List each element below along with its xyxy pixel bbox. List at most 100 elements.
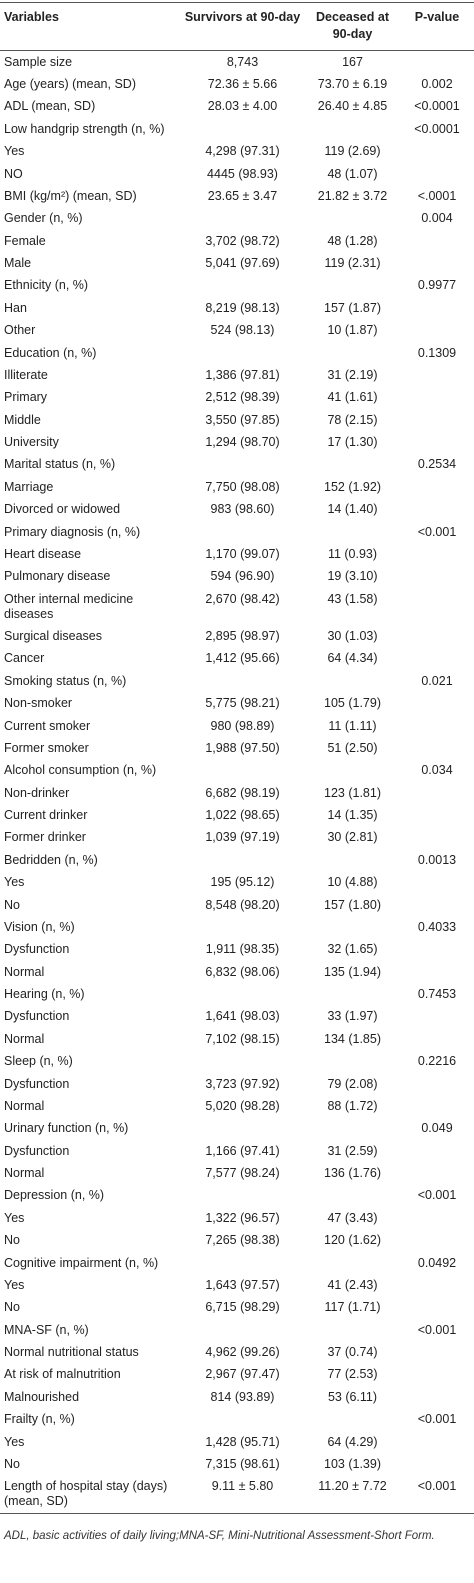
table-cell: Cancer: [4, 651, 45, 666]
table-cell: 1,386 (97.81): [205, 367, 280, 382]
empty-cell: [400, 1095, 474, 1117]
table-cell: Yes: [4, 1277, 25, 1292]
table-cell: Former drinker: [4, 830, 86, 845]
table-cell: 594 (96.90): [210, 569, 275, 584]
table-cell: Former smoker: [4, 740, 89, 755]
table-cell: 0.002: [421, 77, 453, 92]
empty-cell: [180, 1252, 305, 1274]
table-cell: 6,682 (98.19): [205, 785, 280, 800]
table-row: Malnourished 814 (93.89) 53 (6.11): [0, 1386, 474, 1408]
empty-cell: [400, 827, 474, 849]
table-cell: <0.001: [417, 1322, 457, 1337]
table-row: Frailty (n, %) <0.001: [0, 1409, 474, 1431]
table-cell: 14 (1.40): [327, 502, 378, 517]
empty-cell: [400, 625, 474, 647]
table-cell: 21.82 ± 3.72: [317, 188, 388, 203]
table-cell: Middle: [4, 412, 41, 427]
empty-cell: [180, 275, 305, 297]
table-cell: 1,643 (97.57): [205, 1277, 280, 1292]
table-row: Education (n, %) 0.1309: [0, 342, 474, 364]
table-row: Dysfunction 1,641 (98.03) 33 (1.97): [0, 1006, 474, 1028]
table-container: Variables Survivors at 90-day Deceased at …: [0, 2, 474, 1542]
table-cell: 0.4033: [417, 919, 457, 934]
table-cell: 1,428 (95.71): [205, 1434, 280, 1449]
table-cell: Divorced or widowed: [4, 502, 121, 517]
empty-cell: [180, 849, 305, 871]
table-cell: 814 (93.89): [210, 1389, 275, 1404]
table-row: Normal 7,577 (98.24) 136 (1.76): [0, 1162, 474, 1184]
table-row: Yes 1,322 (96.57) 47 (3.43): [0, 1207, 474, 1229]
table-cell: Urinary function (n, %): [4, 1121, 129, 1136]
table-cell: 524 (98.13): [210, 323, 275, 338]
table-cell: 11.20 ± 7.72: [305, 1475, 400, 1514]
table-cell: 157 (1.87): [324, 300, 381, 315]
table-cell: Gender (n, %): [4, 211, 83, 226]
table-cell: 0.1309: [417, 345, 457, 360]
empty-cell: [400, 804, 474, 826]
table-row: Sleep (n, %) 0.2216: [0, 1051, 474, 1073]
header-cell: Variables: [0, 2, 180, 51]
table-cell: 3,550 (97.85): [205, 412, 280, 427]
table-cell: Illiterate: [4, 367, 48, 382]
table-cell: Frailty (n, %): [4, 1412, 75, 1427]
table-row: Female 3,702 (98.72) 48 (1.28): [0, 230, 474, 252]
table-cell: Hearing (n, %): [4, 987, 85, 1002]
table-row: Dysfunction 1,911 (98.35) 32 (1.65): [0, 939, 474, 961]
table-cell: 0.021: [421, 673, 453, 688]
table-cell: 7,102 (98.15): [205, 1031, 280, 1046]
empty-cell: [400, 1140, 474, 1162]
table-row: Former drinker 1,039 (97.19) 30 (2.81): [0, 827, 474, 849]
empty-cell: [180, 208, 305, 230]
empty-cell: [400, 1453, 474, 1475]
table-cell: 32 (1.65): [327, 942, 378, 957]
table-row: At risk of malnutrition 2,967 (97.47) 77 (…: [0, 1364, 474, 1386]
table-cell: Han: [4, 300, 27, 315]
table-cell: Normal nutritional status: [4, 1345, 139, 1360]
table-row: Length of hospital stay (days) (mean, SD…: [0, 1475, 474, 1514]
empty-cell: [180, 1319, 305, 1341]
table-cell: 1,039 (97.19): [205, 830, 280, 845]
table-cell: Normal: [4, 1166, 45, 1181]
empty-cell: [400, 1073, 474, 1095]
data-table: Variables Survivors at 90-day Deceased at …: [0, 2, 474, 1514]
empty-cell: [400, 431, 474, 453]
empty-cell: [180, 916, 305, 938]
table-row: Vision (n, %) 0.4033: [0, 916, 474, 938]
empty-cell: [400, 1207, 474, 1229]
table-cell: Yes: [4, 144, 25, 159]
empty-cell: [400, 1364, 474, 1386]
table-cell: 11 (0.93): [327, 546, 378, 561]
table-cell: Sleep (n, %): [4, 1054, 73, 1069]
table-cell: <0.001: [417, 1188, 457, 1203]
table-row: Gender (n, %) 0.004: [0, 208, 474, 230]
table-row: Current drinker 1,022 (98.65) 14 (1.35): [0, 804, 474, 826]
table-cell: 8,548 (98.20): [205, 897, 280, 912]
table-cell: Dysfunction: [4, 1009, 70, 1024]
table-cell: 79 (2.08): [327, 1076, 378, 1091]
table-cell: Cognitive impairment (n, %): [4, 1255, 159, 1270]
empty-cell: [400, 894, 474, 916]
table-row: ADL (mean, SD) 28.03 ± 4.00 26.40 ± 4.85 <0…: [0, 96, 474, 118]
table-cell: Depression (n, %): [4, 1188, 105, 1203]
table-cell: 64 (4.29): [327, 1434, 378, 1449]
table-cell: 3,723 (97.92): [205, 1076, 280, 1091]
table-header: Variables Survivors at 90-day Deceased at …: [0, 2, 474, 51]
empty-cell: [400, 1341, 474, 1363]
table-cell: 10 (4.88): [327, 875, 378, 890]
table-row: Male 5,041 (97.69) 119 (2.31): [0, 252, 474, 274]
empty-cell: [400, 939, 474, 961]
table-cell: NO: [4, 166, 23, 181]
empty-cell: [180, 1118, 305, 1140]
empty-cell: [400, 782, 474, 804]
empty-cell: [305, 275, 400, 297]
table-row: Other internal medicine diseases 2,670 (9…: [0, 588, 474, 625]
empty-cell: [305, 1252, 400, 1274]
table-row: Normal 7,102 (98.15) 134 (1.85): [0, 1028, 474, 1050]
table-row: Normal 6,832 (98.06) 135 (1.94): [0, 961, 474, 983]
header-row: Variables Survivors at 90-day Deceased at …: [0, 2, 474, 51]
empty-cell: [305, 454, 400, 476]
table-cell: 0.7453: [417, 987, 457, 1002]
table-cell: Current drinker: [4, 808, 88, 823]
table-row: University 1,294 (98.70) 17 (1.30): [0, 431, 474, 453]
